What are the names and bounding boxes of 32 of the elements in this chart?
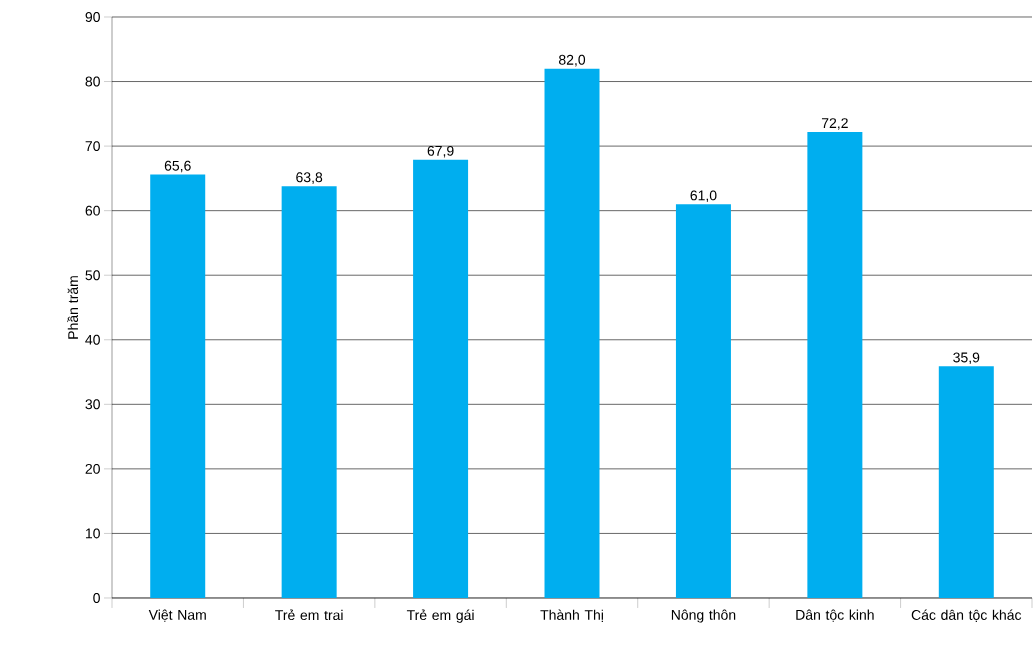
x-tick-label: Việt Nam [148, 609, 206, 622]
y-tick-label: 80 [85, 76, 100, 87]
data-label: 65,6 [164, 160, 191, 173]
x-tick-label: Thành Thị [540, 609, 603, 622]
bar [807, 131, 863, 598]
data-label: 82,0 [559, 54, 586, 67]
x-tick-label: Các dân tộc khác [911, 609, 1022, 622]
y-tick-label: 50 [85, 270, 100, 281]
y-axis-title: Phần trăm [67, 276, 79, 339]
y-tick-label: 60 [85, 205, 100, 216]
bar [544, 68, 600, 598]
data-label: 72,2 [821, 118, 848, 130]
bar [413, 159, 469, 598]
y-tick-label: 40 [85, 334, 100, 345]
x-tick-label: Trẻ em gái [406, 609, 474, 623]
y-tick-label: 30 [85, 399, 100, 410]
y-tick-label: 0 [93, 593, 100, 603]
data-label: 61,0 [690, 190, 717, 203]
bar [281, 186, 337, 598]
data-label: 67,9 [427, 145, 454, 158]
data-label: 35,9 [953, 352, 980, 365]
data-label: 63,8 [296, 172, 323, 184]
y-tick-label: 10 [85, 528, 100, 539]
bar [675, 204, 731, 598]
bar [150, 174, 206, 598]
y-tick-label: 70 [85, 141, 100, 152]
y-tick-label: 90 [85, 12, 100, 22]
x-tick-label: Trẻ em trai [275, 609, 343, 621]
bar [938, 366, 994, 598]
x-tick-label: Nông thôn [671, 609, 736, 623]
x-tick-label: Dân tộc kinh [796, 609, 874, 622]
y-tick-label: 20 [85, 463, 100, 474]
